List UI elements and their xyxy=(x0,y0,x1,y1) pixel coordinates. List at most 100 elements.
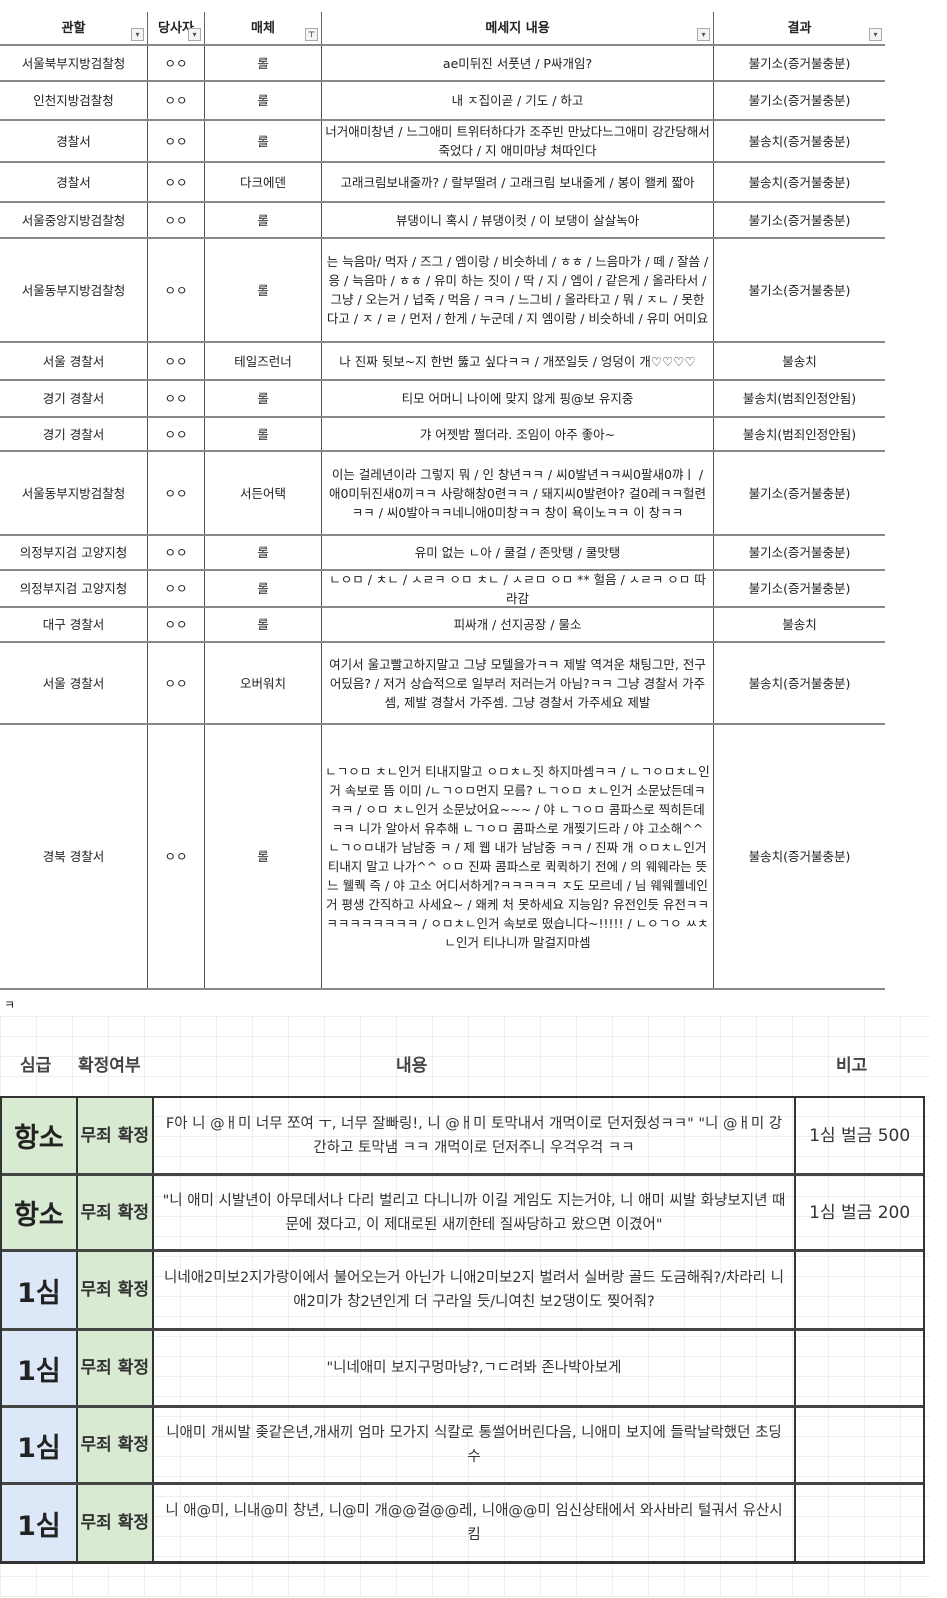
table-row: 경기 경찰서 ㅇㅇ 롤 티모 어머니 나이에 맞지 않게 핑@보 유지중 불송치(범죄인… xyxy=(0,381,885,418)
table-row: 1심 무죄 확정 "니네애미 보지구멍마냥?,ㄱㄷ려봐 존나박아보게 xyxy=(2,1331,923,1408)
filter-dropdown-icon[interactable]: ▾ xyxy=(697,28,710,41)
result-cell: 불기소(증거불충분) xyxy=(748,545,851,560)
message-cell: ae미뒤진 서풋년 / P싸개임? xyxy=(322,46,714,80)
jurisdiction-cell: 경찰서 xyxy=(0,163,148,201)
table-row: 경찰서 ㅇㅇ 롤 너거애미창년 / 느그애미 트위터하다가 조주빈 만났다느그애미 강… xyxy=(0,121,885,163)
filter-active-icon[interactable]: ⊤ xyxy=(305,28,318,41)
media-cell: 롤 xyxy=(205,82,322,119)
header-label: 관할 xyxy=(61,20,86,36)
jurisdiction-cell: 서울 경찰서 xyxy=(0,343,148,379)
header-party: 당사자 ▾ xyxy=(148,12,205,44)
verdict-rows: 항소 무죄 확정 F아 니 @ㅐ미 너무 쪼여 ㅜ, 너무 잘빠링!, 니 @ㅐ미 … xyxy=(0,1096,925,1564)
party-cell: ㅇㅇ xyxy=(148,418,205,450)
note-cell xyxy=(796,1408,923,1482)
header-content: 내용 xyxy=(396,1055,428,1076)
table-row: 경북 경찰서 ㅇㅇ 롤 ㄴㄱㅇㅁ ㅊㄴ인거 티내지말고 ㅇㅁㅊㄴ짓 하지마셈ㅋㅋ / … xyxy=(0,725,885,990)
header-label: 매체 xyxy=(251,20,275,36)
table-row: 항소 무죄 확정 "니 애미 시발년이 아무데서나 다리 벌리고 다니니까 이길 게… xyxy=(2,1176,923,1252)
message-cell: 고래크림보내줄까? / 랄부떨려 / 고래크림 보내줄게 / 봉이 왤케 짧아 xyxy=(322,163,714,201)
message-cell: ㄴㅇㅁ / ㅊㄴ / ㅅㄹㅋ ㅇㅁ ㅊㄴ / ㅅㄹㅁ ㅇㅁ ** 헐음 / ㅅㄹ… xyxy=(322,571,714,606)
result-cell: 불송치(증거불충분) xyxy=(748,133,851,149)
media-cell: 롤 xyxy=(205,536,322,569)
table-row: 1심 무죄 확정 니네애2미보2지가랑이에서 불어오는거 아닌가 니애2미보2지 벌… xyxy=(2,1252,923,1331)
message-cell: 티모 어머니 나이에 맞지 않게 핑@보 유지중 xyxy=(322,381,714,416)
header-message: 메세지 내용 ▾ xyxy=(322,12,714,44)
table-row: 항소 무죄 확정 F아 니 @ㅐ미 너무 쪼여 ㅜ, 너무 잘빠링!, 니 @ㅐ미 … xyxy=(2,1098,923,1176)
result-cell: 불기소(증거불충분) xyxy=(748,55,851,71)
content-cell: 니네애2미보2지가랑이에서 불어오는거 아닌가 니애2미보2지 벌려서 실버랑 … xyxy=(154,1252,797,1328)
table-row: 서울 경찰서 ㅇㅇ 테일즈런너 나 진짜 뒷보~지 한번 뚫고 싶다ㅋㅋ / 개쪼일듯… xyxy=(0,343,885,381)
level-cell: 항소 xyxy=(2,1098,78,1173)
media-cell: 롤 xyxy=(205,239,322,341)
status-cell: 무죄 확정 xyxy=(77,1408,154,1482)
party-cell: ㅇㅇ xyxy=(148,452,205,534)
table-row: 경기 경찰서 ㅇㅇ 롤 갸 어젯밤 쩔더라. 조임이 아주 좋아~ 불송치(범죄인정안됨… xyxy=(0,418,885,452)
party-cell: ㅇㅇ xyxy=(148,725,205,988)
table-row: 1심 무죄 확정 니애미 개씨발 좆같은년,개새끼 엄마 모가지 식칼로 통썰어버린… xyxy=(2,1408,923,1485)
jurisdiction-cell: 의정부지검 고양지청 xyxy=(0,536,148,569)
jurisdiction-cell: 대구 경찰서 xyxy=(0,608,148,641)
party-cell: ㅇㅇ xyxy=(148,46,205,80)
header-result: 결과 ▾ xyxy=(714,12,885,44)
header-status: 확정여부 xyxy=(78,1055,141,1076)
note-cell: 1심 벌금 200 xyxy=(809,1202,911,1223)
media-cell: 롤 xyxy=(205,725,322,988)
table-row: 인천지방검찰청 ㅇㅇ 롤 내 ㅈ집이곧 / 기도 / 하고 불기소(증거불충분) xyxy=(0,82,885,121)
result-cell: 불송치(증거불충분) xyxy=(748,849,851,864)
note-cell xyxy=(796,1485,923,1561)
table-row: 서울동부지방검찰청 ㅇㅇ 서든어택 이는 걸레년이라 그렇지 뭐 / 인 창년ㅋㅋ /… xyxy=(0,452,885,536)
jurisdiction-cell: 인천지방검찰청 xyxy=(0,82,148,119)
result-cell: 불기소(증거불충분) xyxy=(748,485,851,501)
header-label: 메세지 내용 xyxy=(485,20,550,36)
result-cell: 불기소(증거불충분) xyxy=(748,282,851,298)
party-cell: ㅇㅇ xyxy=(148,643,205,723)
jurisdiction-cell: 의정부지검 고양지청 xyxy=(0,571,148,606)
party-cell: ㅇㅇ xyxy=(148,82,205,119)
header-media: 매체 ⊤ xyxy=(205,12,322,44)
table-header-row: 관할 ▾ 당사자 ▾ 매체 ⊤ 메세지 내용 ▾ 결과 ▾ xyxy=(0,12,885,46)
level-cell: 항소 xyxy=(2,1176,78,1249)
filter-dropdown-icon[interactable]: ▾ xyxy=(869,28,882,41)
table-row: 서울북부지방검찰청 ㅇㅇ 롤 ae미뒤진 서풋년 / P싸개임? 불기소(증거불충분) xyxy=(0,46,885,82)
jurisdiction-cell: 서울 경찰서 xyxy=(0,643,148,723)
filter-dropdown-icon[interactable]: ▾ xyxy=(131,28,144,41)
table-row: 의정부지검 고양지청 ㅇㅇ 롤 유미 없는 ㄴ아 / 쿨걸 / 존맛탱 / 쿨맛탱 불기… xyxy=(0,536,885,571)
status-cell: 무죄 확정 xyxy=(77,1252,154,1328)
table-row: 서울 경찰서 ㅇㅇ 오버워치 여기서 울고빨고하지말고 그냥 모텔을가ㅋㅋ 제발 역겨… xyxy=(0,643,885,725)
content-cell: 니애미 개씨발 좆같은년,개새끼 엄마 모가지 식칼로 통썰어버린다음, 니애미… xyxy=(154,1408,797,1482)
media-cell: 롤 xyxy=(205,46,322,80)
content-cell: "니 애미 시발년이 아무데서나 다리 벌리고 다니니까 이길 게임도 지는거야… xyxy=(154,1176,797,1249)
party-cell: ㅇㅇ xyxy=(148,536,205,569)
media-cell: 롤 xyxy=(205,418,322,450)
message-cell: 내 ㅈ집이곧 / 기도 / 하고 xyxy=(322,82,714,119)
jurisdiction-cell: 경북 경찰서 xyxy=(0,725,148,988)
party-cell: ㅇㅇ xyxy=(148,571,205,606)
content-cell: F아 니 @ㅐ미 너무 쪼여 ㅜ, 너무 잘빠링!, 니 @ㅐ미 토막내서 개먹… xyxy=(154,1098,797,1173)
result-cell: 불송치(범죄인정안됨) xyxy=(742,426,857,442)
header-note: 비고 xyxy=(836,1055,868,1076)
message-cell: ㄴㄱㅇㅁ ㅊㄴ인거 티내지말고 ㅇㅁㅊㄴ짓 하지마셈ㅋㅋ / ㄴㄱㅇㅁㅊㄴ인거 … xyxy=(322,725,714,988)
result-cell: 불기소(증거불충분) xyxy=(748,93,851,108)
result-cell: 불송치(증거불충분) xyxy=(748,675,851,691)
content-cell: 니 애@미, 니내@미 창년, 니@미 개@@걸@@레, 니애@@미 임신상태에… xyxy=(154,1485,797,1561)
result-cell: 불기소(증거불충분) xyxy=(748,581,851,596)
table-row: 서울중앙지방검찰청 ㅇㅇ 롤 뷰댕이니 혹시 / 뷰댕이컷 / 이 보댕이 살살녹아 불… xyxy=(0,203,885,239)
jurisdiction-cell: 서울중앙지방검찰청 xyxy=(0,203,148,237)
stray-text: ㅋ xyxy=(4,998,16,1012)
verdict-table: 심급 확정여부 내용 비고 항소 무죄 확정 F아 니 @ㅐ미 너무 쪼여 ㅜ, 너… xyxy=(0,1030,925,1564)
level-cell: 1심 xyxy=(2,1331,78,1405)
media-cell: 서든어택 xyxy=(205,452,322,534)
content-cell: "니네애미 보지구멍마냥?,ㄱㄷ려봐 존나박아보게 xyxy=(154,1331,797,1405)
media-cell: 롤 xyxy=(205,571,322,606)
party-cell: ㅇㅇ xyxy=(148,343,205,379)
media-cell: 롤 xyxy=(205,121,322,161)
filter-dropdown-icon[interactable]: ▾ xyxy=(188,28,201,41)
status-cell: 무죄 확정 xyxy=(77,1098,154,1173)
message-cell: 나 진짜 뒷보~지 한번 뚫고 싶다ㅋㅋ / 개쪼일듯 / 엉덩이 개♡♡♡♡ xyxy=(322,343,714,379)
media-cell: 테일즈런너 xyxy=(205,343,322,379)
table-row: 의정부지검 고양지청 ㅇㅇ 롤 ㄴㅇㅁ / ㅊㄴ / ㅅㄹㅋ ㅇㅁ ㅊㄴ / ㅅㄹㅁ … xyxy=(0,571,885,608)
status-cell: 무죄 확정 xyxy=(77,1331,154,1405)
jurisdiction-cell: 경기 경찰서 xyxy=(0,418,148,450)
header-jurisdiction: 관할 ▾ xyxy=(0,12,148,44)
